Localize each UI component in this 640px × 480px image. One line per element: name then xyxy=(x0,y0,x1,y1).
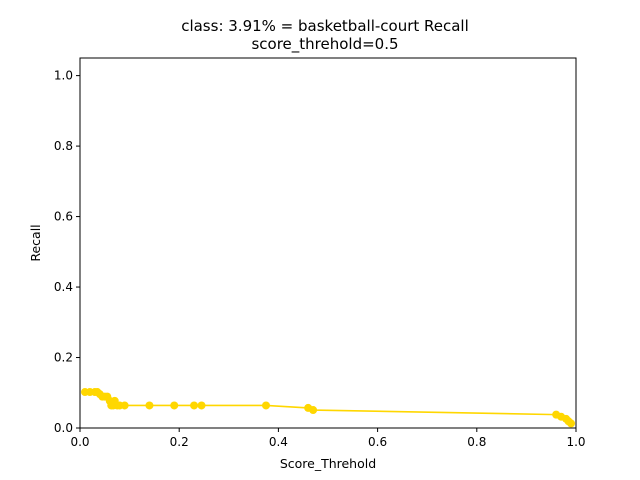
y-tick-label: 0.4 xyxy=(54,280,73,294)
x-tick-label: 0.6 xyxy=(368,435,387,449)
recall-data-point xyxy=(567,419,576,428)
y-tick-label: 0.0 xyxy=(54,421,73,435)
recall-data-point xyxy=(145,401,154,410)
chart-subtitle: score_threhold=0.5 xyxy=(251,35,398,54)
recall-data-point xyxy=(120,401,129,410)
recall-data-point xyxy=(197,401,206,410)
y-axis-ticks: 0.0 0.2 0.4 0.6 0.8 1.0 xyxy=(54,69,80,435)
x-tick-label: 0.2 xyxy=(170,435,189,449)
x-tick-label: 0.4 xyxy=(269,435,288,449)
plot-frame xyxy=(79,57,577,429)
series-layer xyxy=(80,388,576,428)
x-axis-ticks: 0.0 0.2 0.4 0.6 0.8 1.0 xyxy=(70,428,586,449)
recall-series-line xyxy=(84,391,572,425)
y-tick-label: 0.6 xyxy=(54,210,73,224)
y-tick-label: 0.8 xyxy=(54,139,73,153)
x-tick-label: 1.0 xyxy=(566,435,585,449)
x-axis-label: Score_Threhold xyxy=(280,456,376,471)
x-tick-label: 0.0 xyxy=(70,435,89,449)
y-axis-label: Recall xyxy=(28,224,43,261)
x-tick-label: 0.8 xyxy=(467,435,486,449)
recall-data-point xyxy=(170,401,179,410)
recall-data-point xyxy=(262,401,270,410)
y-tick-label: 1.0 xyxy=(54,69,73,83)
chart-title: class: 3.91% = basketball-court Recall xyxy=(181,17,469,35)
y-tick-label: 0.2 xyxy=(54,351,73,365)
recall-data-point xyxy=(309,406,318,415)
recall-data-point xyxy=(190,401,199,410)
